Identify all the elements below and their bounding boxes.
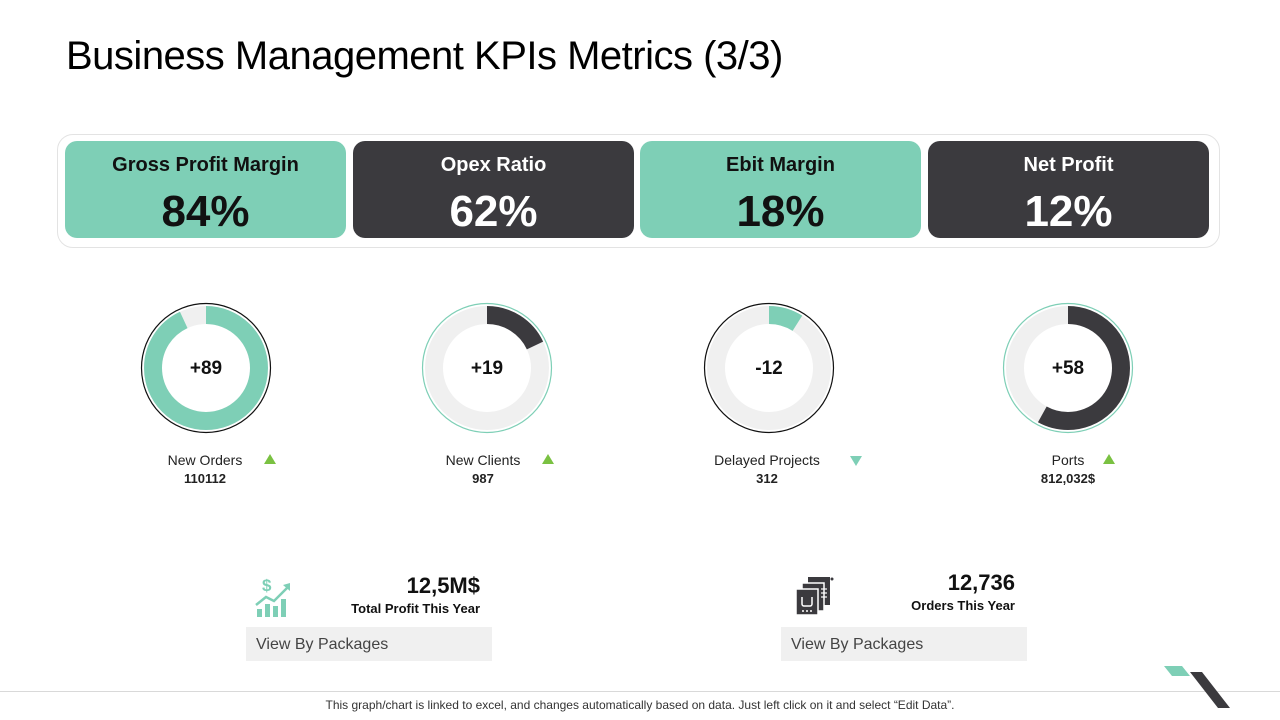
kpi-card-net-profit: Net Profit 12%	[928, 141, 1209, 238]
gauge-new-clients: +19	[421, 302, 553, 434]
total-profit-label: Total Profit This Year	[351, 601, 480, 616]
kpi-value: 12%	[1024, 187, 1113, 236]
gauge-chart	[1002, 302, 1134, 434]
kpi-card-gross-profit-margin: Gross Profit Margin 84%	[65, 141, 346, 238]
gauge-outline	[703, 302, 835, 434]
gauge-value: +89	[189, 358, 223, 379]
orders-this-year-label: Orders This Year	[911, 598, 1015, 613]
gauge-ports: +58	[1002, 302, 1134, 434]
kpi-label: Opex Ratio	[440, 154, 547, 176]
kpi-card-ebit-margin: Ebit Margin 18%	[640, 141, 921, 238]
total-profit-value: 12,5M$	[406, 573, 480, 598]
view-by-packages-button[interactable]: View By Packages	[246, 627, 492, 661]
kpi-label: Net Profit	[1023, 154, 1114, 176]
metric-number-new-orders: 110112	[184, 471, 226, 486]
metric-number-delayed-projects: 312	[756, 471, 778, 486]
gauge-fill-arc	[707, 306, 831, 430]
gauge-delayed-projects: -12	[703, 302, 835, 434]
gauge-chart	[703, 302, 835, 434]
trend-up-icon	[264, 454, 276, 464]
chart-growth-dollar-icon: $	[254, 575, 294, 624]
view-by-packages-button[interactable]: View By Packages	[781, 627, 1027, 661]
gauge-new-orders: +89	[140, 302, 272, 434]
order-forms-icon	[794, 575, 836, 622]
kpi-value: 18%	[736, 187, 825, 236]
gauge-fill-arc	[1006, 306, 1130, 430]
kpi-label: Gross Profit Margin	[112, 154, 299, 176]
gauge-chart	[421, 302, 553, 434]
gauge-fill-arc	[144, 306, 268, 430]
metric-label-ports: Ports	[1051, 452, 1085, 468]
footer-divider	[0, 691, 1280, 692]
metric-label-new-clients: New Clients	[445, 452, 521, 468]
gauge-fill-arc	[425, 306, 549, 430]
metric-number-new-clients: 987	[472, 471, 494, 486]
gauge-outline	[1002, 302, 1134, 434]
kpi-label: Ebit Margin	[726, 154, 835, 176]
footer-note: This graph/chart is linked to excel, and…	[325, 698, 955, 712]
trend-down-icon	[850, 456, 862, 466]
kpi-card-opex-ratio: Opex Ratio 62%	[353, 141, 634, 238]
trend-up-icon	[1103, 454, 1115, 464]
page-title: Business Management KPIs Metrics (3/3)	[66, 34, 783, 78]
trend-up-icon	[542, 454, 554, 464]
metric-number-ports: 812,032$	[1040, 471, 1096, 486]
metric-label-delayed-projects: Delayed Projects	[714, 452, 820, 468]
gauge-value: +58	[1051, 358, 1085, 379]
gauge-chart	[140, 302, 272, 434]
svg-text:$: $	[262, 576, 272, 595]
gauge-value: +19	[470, 358, 504, 379]
kpi-value: 84%	[161, 187, 250, 236]
gauge-value: -12	[755, 358, 783, 379]
gauge-outline	[421, 302, 553, 434]
orders-this-year-value: 12,736	[947, 570, 1015, 595]
kpi-value: 62%	[449, 187, 538, 236]
gauge-outline	[140, 302, 272, 434]
corner-logo-icon	[1160, 662, 1232, 717]
metric-label-new-orders: New Orders	[167, 452, 243, 468]
